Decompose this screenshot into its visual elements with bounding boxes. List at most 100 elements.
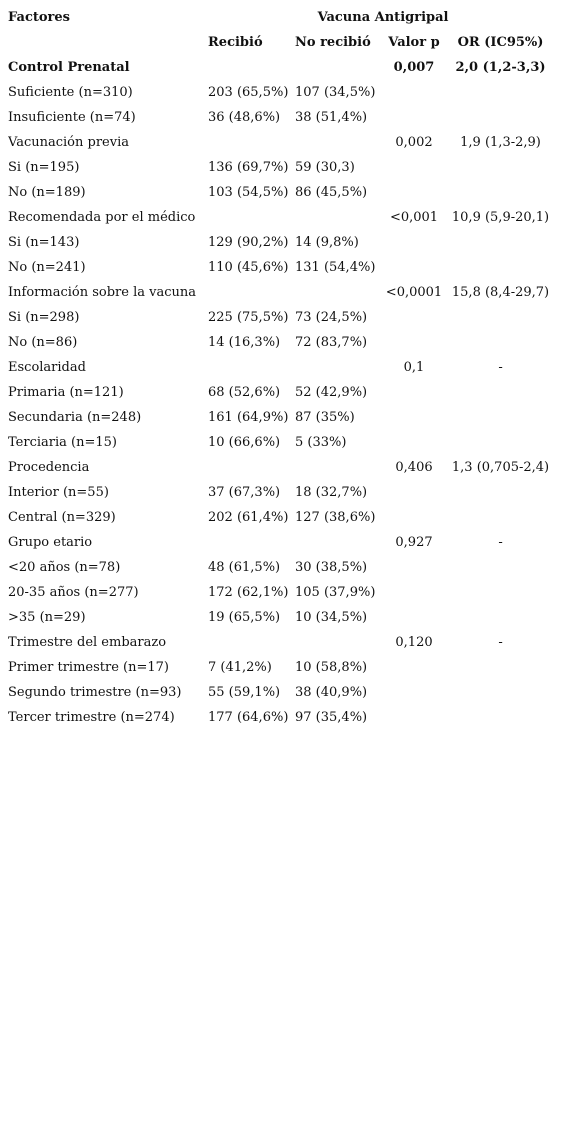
table-row: Trimestre del embarazo 0,120 - bbox=[8, 630, 558, 655]
cell-recibio: 136 (69,7%) bbox=[208, 160, 289, 175]
table-row: Primer trimestre (n=17) 7 (41,2%) 10 (58,8… bbox=[8, 655, 558, 680]
cell-or bbox=[443, 680, 558, 705]
table-row: Secundaria (n=248) 161 (64,9%) 87 (35%) bbox=[8, 405, 558, 430]
cell-recibio: 161 (64,9%) bbox=[208, 410, 289, 425]
header-empty-cell bbox=[8, 30, 208, 55]
cell-or bbox=[443, 405, 558, 430]
cell-no-recibio: 10 (58,8%) bbox=[295, 660, 368, 675]
cell-recibio bbox=[208, 630, 295, 655]
cell-no-recibio: 38 (40,9%) bbox=[295, 685, 368, 700]
cell-no-recibio: 38 (51,4%) bbox=[295, 110, 368, 125]
cell-no-recibio: 105 (37,9%) bbox=[295, 585, 376, 600]
cell-factor: Grupo etario bbox=[8, 535, 93, 550]
cell-no-recibio bbox=[295, 205, 385, 230]
table-row: Si (n=298) 225 (75,5%) 73 (24,5%) bbox=[8, 305, 558, 330]
cell-factor: Si (n=143) bbox=[8, 235, 80, 250]
cell-or bbox=[443, 480, 558, 505]
cell-valor-p: 0,002 bbox=[395, 135, 433, 150]
cell-no-recibio: 5 (33%) bbox=[295, 435, 347, 450]
table-row: Si (n=195) 136 (69,7%) 59 (30,3) bbox=[8, 155, 558, 180]
cell-valor-p bbox=[385, 380, 443, 405]
cell-or: - bbox=[498, 535, 503, 550]
cell-no-recibio: 59 (30,3) bbox=[295, 160, 355, 175]
cell-valor-p bbox=[385, 605, 443, 630]
cell-recibio: 177 (64,6%) bbox=[208, 710, 289, 725]
cell-no-recibio: 97 (35,4%) bbox=[295, 710, 368, 725]
cell-or: 2,0 (1,2-3,3) bbox=[455, 60, 546, 75]
table-row: No (n=189) 103 (54,5%) 86 (45,5%) bbox=[8, 180, 558, 205]
cell-no-recibio: 30 (38,5%) bbox=[295, 560, 368, 575]
cell-factor: Vacunación previa bbox=[8, 135, 129, 150]
table-row: Procedencia 0,406 1,3 (0,705-2,4) bbox=[8, 455, 558, 480]
cell-factor: No (n=189) bbox=[8, 185, 86, 200]
cell-recibio: 68 (52,6%) bbox=[208, 385, 281, 400]
cell-or: 15,8 (8,4-29,7) bbox=[451, 285, 550, 300]
header-or: OR (IC95%) bbox=[457, 35, 544, 50]
cell-or bbox=[443, 155, 558, 180]
cell-valor-p: 0,927 bbox=[395, 535, 433, 550]
cell-recibio: 36 (48,6%) bbox=[208, 110, 281, 125]
cell-no-recibio bbox=[295, 280, 385, 305]
cell-recibio: 7 (41,2%) bbox=[208, 660, 272, 675]
cell-valor-p bbox=[385, 555, 443, 580]
header-valor-p: Valor p bbox=[388, 35, 440, 50]
header-no-recibio: No recibió bbox=[295, 35, 371, 50]
cell-valor-p bbox=[385, 155, 443, 180]
cell-valor-p bbox=[385, 405, 443, 430]
cell-recibio: 14 (16,3%) bbox=[208, 335, 281, 350]
cell-or bbox=[443, 105, 558, 130]
cell-recibio: 110 (45,6%) bbox=[208, 260, 289, 275]
cell-or bbox=[443, 605, 558, 630]
cell-valor-p: 0,007 bbox=[393, 60, 435, 75]
header-row-2: Recibió No recibió Valor p OR (IC95%) bbox=[8, 30, 558, 55]
cell-valor-p: 0,406 bbox=[395, 460, 433, 475]
table-row: <20 años (n=78) 48 (61,5%) 30 (38,5%) bbox=[8, 555, 558, 580]
cell-or bbox=[443, 580, 558, 605]
cell-or bbox=[443, 705, 558, 730]
cell-factor: >35 (n=29) bbox=[8, 610, 86, 625]
cell-no-recibio bbox=[295, 630, 385, 655]
cell-or bbox=[443, 430, 558, 455]
cell-or bbox=[443, 255, 558, 280]
cell-recibio bbox=[208, 130, 295, 155]
cell-recibio: 172 (62,1%) bbox=[208, 585, 289, 600]
cell-no-recibio: 87 (35%) bbox=[295, 410, 355, 425]
cell-recibio bbox=[208, 205, 295, 230]
cell-factor: Información sobre la vacuna bbox=[8, 285, 196, 300]
cell-valor-p bbox=[385, 230, 443, 255]
cell-no-recibio: 52 (42,9%) bbox=[295, 385, 368, 400]
cell-factor: Primer trimestre (n=17) bbox=[8, 660, 169, 675]
table-row: Control Prenatal 0,007 2,0 (1,2-3,3) bbox=[8, 55, 558, 80]
cell-factor: Segundo trimestre (n=93) bbox=[8, 685, 182, 700]
cell-valor-p bbox=[385, 105, 443, 130]
cell-no-recibio: 14 (9,8%) bbox=[295, 235, 359, 250]
header-factores: Factores bbox=[8, 10, 70, 25]
cell-factor: Suficiente (n=310) bbox=[8, 85, 133, 100]
cell-valor-p bbox=[385, 655, 443, 680]
cell-or: 1,9 (1,3-2,9) bbox=[460, 135, 541, 150]
cell-factor: Central (n=329) bbox=[8, 510, 116, 525]
cell-factor: Control Prenatal bbox=[8, 60, 130, 75]
cell-valor-p bbox=[385, 330, 443, 355]
cell-no-recibio: 127 (38,6%) bbox=[295, 510, 376, 525]
cell-recibio: 103 (54,5%) bbox=[208, 185, 289, 200]
cell-recibio: 55 (59,1%) bbox=[208, 685, 281, 700]
cell-factor: Recomendada por el médico bbox=[8, 210, 196, 225]
cell-recibio bbox=[208, 455, 295, 480]
cell-factor: Interior (n=55) bbox=[8, 485, 109, 500]
cell-factor: Escolaridad bbox=[8, 360, 86, 375]
cell-no-recibio: 72 (83,7%) bbox=[295, 335, 368, 350]
cell-or bbox=[443, 330, 558, 355]
cell-or: 10,9 (5,9-20,1) bbox=[451, 210, 550, 225]
table-row: Primaria (n=121) 68 (52,6%) 52 (42,9%) bbox=[8, 380, 558, 405]
cell-valor-p: <0,001 bbox=[389, 210, 439, 225]
cell-or bbox=[443, 380, 558, 405]
cell-recibio: 203 (65,5%) bbox=[208, 85, 289, 100]
table-row: Recomendada por el médico <0,001 10,9 (5,9… bbox=[8, 205, 558, 230]
cell-recibio: 37 (67,3%) bbox=[208, 485, 281, 500]
table-row: Grupo etario 0,927 - bbox=[8, 530, 558, 555]
table-row: Escolaridad 0,1 - bbox=[8, 355, 558, 380]
cell-no-recibio: 73 (24,5%) bbox=[295, 310, 368, 325]
cell-factor: Si (n=195) bbox=[8, 160, 80, 175]
